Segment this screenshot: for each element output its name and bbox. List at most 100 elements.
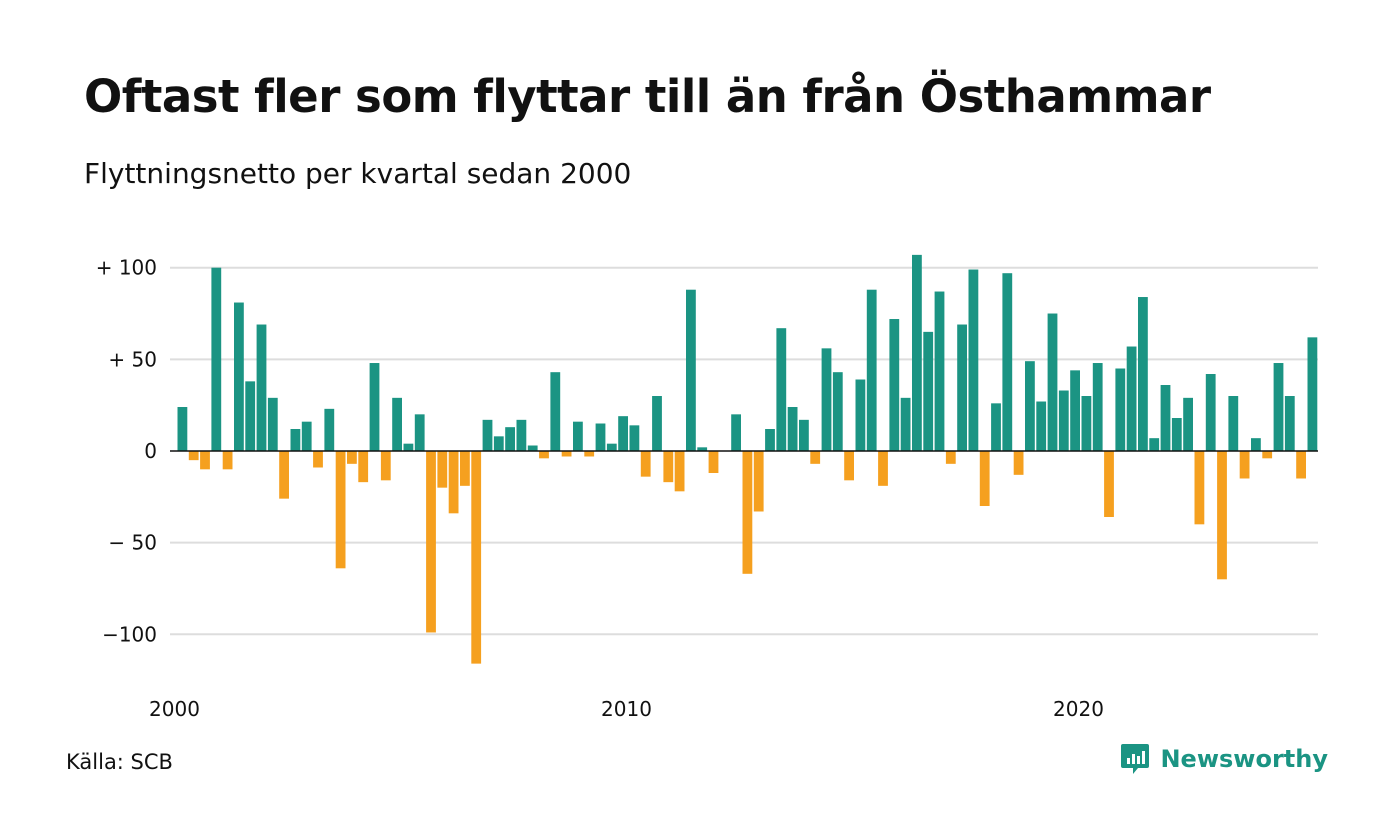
bar [674,451,685,492]
brand-logo: Newsworthy [1120,742,1328,776]
bar [279,451,289,499]
bar [629,425,640,451]
x-tick-label: 2020 [1053,697,1104,721]
bar [1205,374,1216,451]
bar [324,408,335,451]
bar [267,397,278,451]
chart-title: Oftast fler som flyttar till än från Öst… [84,70,1211,123]
bar [527,445,538,451]
bar [290,429,301,451]
bar [866,289,877,451]
bar [912,254,922,451]
bar [1284,396,1295,451]
bar [1194,451,1205,525]
bar [188,451,199,461]
bar [482,419,493,451]
bar [1228,396,1239,451]
bar [799,419,809,451]
bar [1273,363,1284,451]
bar [211,267,222,451]
brand-name: Newsworthy [1160,745,1328,773]
bar [347,451,357,464]
bar [426,451,436,633]
bar [753,451,764,512]
bar [1047,313,1058,451]
chart-subtitle: Flyttningsnetto per kvartal sedan 2000 [84,157,632,190]
bar [460,451,470,486]
bar [878,451,888,486]
bar [1149,438,1160,451]
bar [923,331,934,451]
bar [335,451,346,569]
bars [177,254,1318,664]
bar [1104,451,1114,517]
bar [177,407,188,451]
y-tick-label: 0 [144,439,157,463]
bar [1092,363,1103,451]
bar [505,427,515,451]
bar [539,451,549,459]
bar [1138,297,1148,451]
bar [550,372,561,451]
bar [256,324,267,451]
bar [471,451,482,664]
bar [968,269,979,451]
bar [1115,368,1126,451]
bar [787,407,798,451]
bar [697,447,708,451]
bar [573,421,583,451]
bar [1002,273,1013,451]
bar [358,451,369,483]
bar [1171,418,1182,451]
bar [493,436,504,451]
bar [832,372,843,451]
bar [731,414,741,451]
bar [979,451,990,506]
bar [742,451,753,574]
x-tick-label: 2000 [149,697,200,721]
source-note: Källa: SCB [66,750,173,774]
bar [934,291,945,451]
bar [392,397,402,451]
y-tick-label: − 50 [108,531,157,555]
bar [652,396,662,451]
bar [618,416,628,451]
bar [380,451,391,481]
y-tick-label: −100 [102,622,157,646]
bar [403,443,414,451]
bar [448,451,459,514]
bar [1036,401,1047,451]
bar [1081,396,1092,451]
bar [1307,337,1318,451]
bar [1239,451,1250,479]
bar [301,421,312,451]
bar [606,443,617,451]
bar [595,423,606,451]
bar [844,451,854,481]
bar [1013,451,1024,475]
bar [516,419,527,451]
bar [765,429,775,451]
y-tick-label: + 100 [96,256,157,280]
bar [1217,451,1227,580]
bar [200,451,210,470]
bar [810,451,821,464]
bar [437,451,448,488]
bar [1251,438,1261,451]
bar [1070,370,1080,451]
newsworthy-logo-icon [1121,744,1150,774]
bar [640,451,651,477]
bar [991,403,1001,451]
bar [686,289,696,451]
bar [708,451,719,473]
bar [821,348,832,451]
x-tick-label: 2010 [601,697,652,721]
bar [369,363,380,451]
bar [313,451,323,468]
bar [245,381,256,451]
bar [1058,390,1069,451]
bar [957,324,967,451]
bar [1183,397,1193,451]
bar [776,328,787,451]
